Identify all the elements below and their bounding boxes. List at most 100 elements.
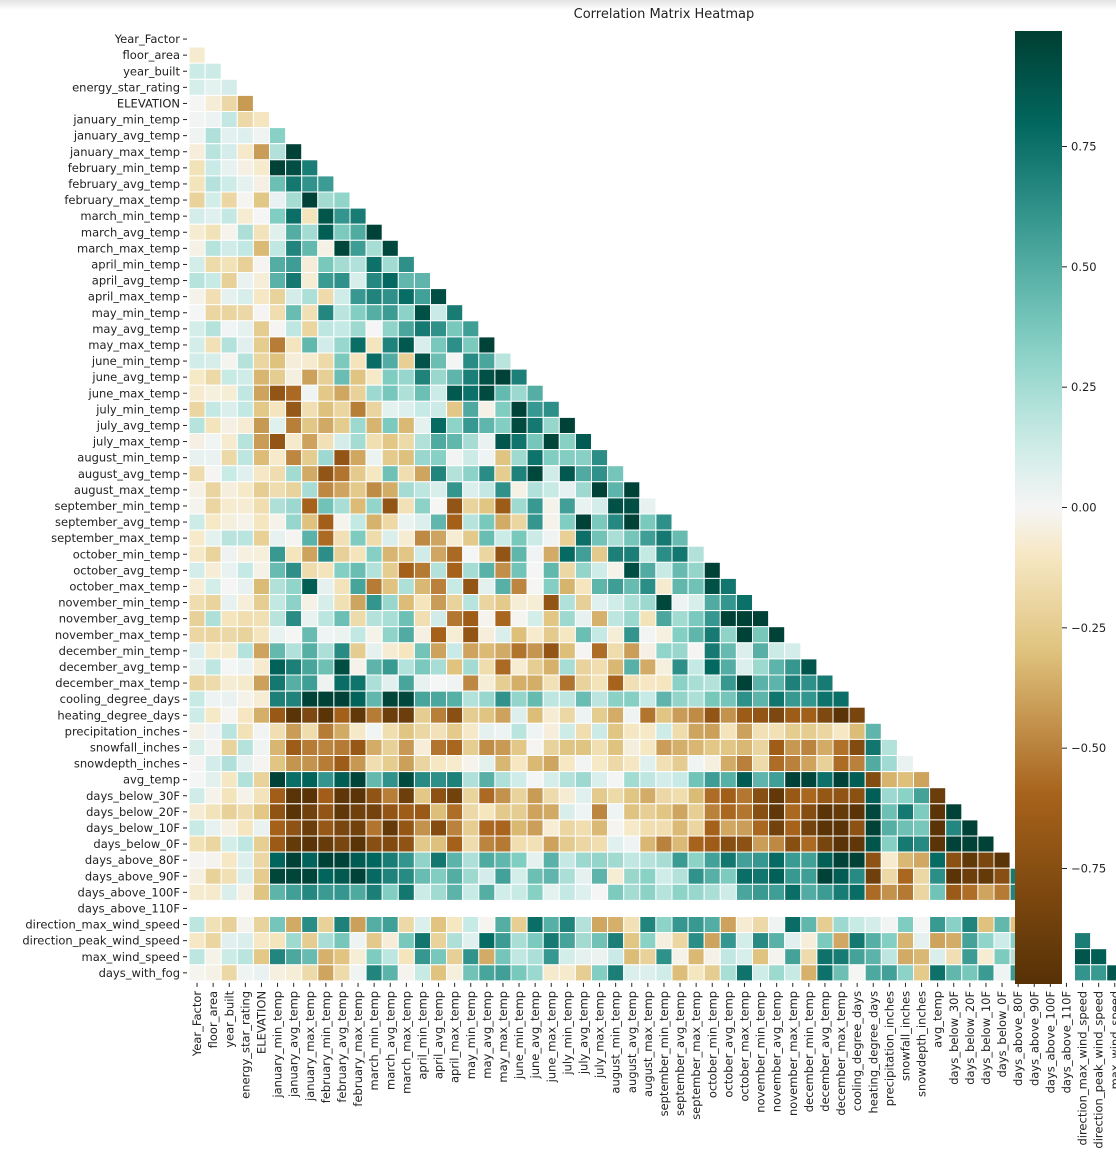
heatmap-cell <box>252 223 270 241</box>
heatmap-cell <box>220 513 238 531</box>
heatmap-cell <box>752 851 770 869</box>
heatmap-cell <box>365 787 383 805</box>
heatmap-cell <box>880 819 898 837</box>
heatmap-cell <box>349 674 367 692</box>
x-tick-label: october_max_temp <box>737 991 751 1102</box>
heatmap-cell <box>510 400 528 418</box>
heatmap-cell <box>236 272 254 290</box>
heatmap-cell <box>188 191 206 209</box>
heatmap-cell <box>478 787 496 805</box>
heatmap-cell <box>397 883 415 901</box>
heatmap-cell <box>623 722 641 740</box>
heatmap-cell <box>478 384 496 402</box>
heatmap-cell <box>542 787 560 805</box>
heatmap-cell <box>542 690 560 708</box>
heatmap-cell <box>236 545 254 563</box>
heatmap-cell <box>188 642 206 660</box>
heatmap-cell <box>735 867 754 885</box>
heatmap-cell <box>381 400 399 418</box>
heatmap-cell <box>494 449 512 467</box>
heatmap-cell <box>236 626 254 644</box>
heatmap-cell <box>768 738 786 757</box>
heatmap-cell <box>365 674 383 692</box>
heatmap-cell <box>655 642 673 660</box>
heatmap-cell <box>913 964 931 982</box>
heatmap-cell <box>800 883 818 901</box>
heatmap-cell <box>703 835 721 853</box>
heatmap-cell <box>478 449 496 467</box>
heatmap-cell <box>301 288 319 306</box>
heatmap-cell <box>220 948 238 966</box>
x-tick-label: march_avg_temp <box>383 991 397 1090</box>
heatmap-cell <box>800 755 818 773</box>
colorbar-tick-label: 0.75 <box>1071 140 1097 154</box>
heatmap-cell <box>800 803 818 821</box>
heatmap-cell <box>526 803 544 821</box>
colorbar-gradient <box>1015 31 1062 984</box>
heatmap-cell <box>864 932 882 950</box>
heatmap-cell <box>832 819 850 837</box>
heatmap-cell <box>574 674 593 692</box>
heatmap-cell <box>591 916 609 934</box>
heatmap-cell <box>768 626 786 644</box>
heatmap-cell <box>252 384 270 402</box>
heatmap-cell <box>510 964 528 982</box>
x-tick-label: precipitation_inches <box>882 991 896 1106</box>
heatmap-cell <box>252 465 270 483</box>
heatmap-cell <box>317 706 335 724</box>
heatmap-cell <box>301 771 319 789</box>
heatmap-cell <box>462 932 480 950</box>
heatmap-cell <box>913 819 931 837</box>
heatmap-cell <box>301 529 319 547</box>
heatmap-cell <box>945 964 963 982</box>
heatmap-cell <box>671 545 689 563</box>
heatmap-cell <box>735 932 754 950</box>
heatmap-cell <box>719 722 737 740</box>
heatmap-cell <box>252 964 270 982</box>
heatmap-cell <box>446 368 464 386</box>
heatmap-cell <box>413 449 431 467</box>
heatmap-cell <box>768 867 786 885</box>
heatmap-cell <box>446 964 464 982</box>
heatmap-cell <box>542 916 560 934</box>
heatmap-cell <box>558 883 576 901</box>
heatmap-cell <box>236 127 254 145</box>
heatmap-cell <box>333 577 351 596</box>
heatmap-cell <box>220 771 238 789</box>
heatmap-cell <box>236 368 254 386</box>
heatmap-cell <box>494 722 512 740</box>
heatmap-cell <box>349 932 367 950</box>
heatmap-cell <box>607 787 625 805</box>
heatmap-cell <box>993 883 1011 901</box>
x-tick-label: august_avg_temp <box>625 991 639 1093</box>
heatmap-cell <box>188 867 206 885</box>
heatmap-cell <box>204 159 222 177</box>
heatmap-cell <box>719 867 737 885</box>
x-tick-label: september_avg_temp <box>673 991 687 1116</box>
heatmap-cell <box>381 433 399 451</box>
heatmap-cell <box>574 755 593 773</box>
heatmap-cell <box>591 932 609 950</box>
heatmap-cell <box>526 690 544 708</box>
x-tick-label: february_max_temp <box>351 991 365 1107</box>
heatmap-cell <box>526 674 544 692</box>
heatmap-cell <box>558 577 576 596</box>
heatmap-cell <box>735 658 754 676</box>
heatmap-cell <box>220 159 238 177</box>
chart-title: Correlation Matrix Heatmap <box>574 7 755 22</box>
heatmap-cell <box>848 722 866 740</box>
heatmap-cell <box>285 481 303 499</box>
heatmap-cell <box>204 272 222 290</box>
heatmap-cell <box>430 787 448 805</box>
heatmap-cell <box>397 722 415 740</box>
heatmap-cell <box>285 594 303 612</box>
heatmap-cell <box>269 738 287 757</box>
heatmap-cell <box>687 690 705 708</box>
heatmap-cell <box>462 755 480 773</box>
heatmap-cell <box>896 819 915 837</box>
heatmap-cell <box>252 207 270 225</box>
heatmap-cell <box>832 835 850 853</box>
heatmap-cell <box>204 481 222 499</box>
heatmap-cell <box>188 94 206 113</box>
heatmap-cell <box>719 626 737 644</box>
